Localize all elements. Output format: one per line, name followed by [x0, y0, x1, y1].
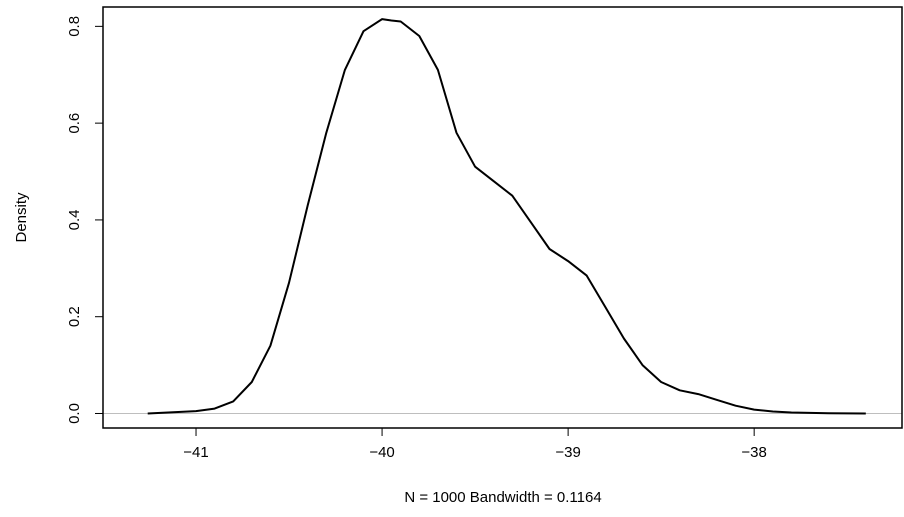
x-tick-label: −40 — [369, 444, 394, 461]
y-tick-label: 0.8 — [66, 16, 83, 37]
y-tick-label: 0.6 — [66, 113, 83, 134]
x-axis-title: N = 1000 Bandwidth = 0.1164 — [404, 489, 601, 506]
y-tick-label: 0.4 — [66, 209, 83, 230]
y-axis: 0.0 0.2 0.4 0.6 0.8 — [66, 16, 104, 424]
x-tick-label: −41 — [183, 444, 208, 461]
y-tick-label: 0.2 — [66, 306, 83, 327]
x-tick-label: −39 — [555, 444, 580, 461]
x-tick-label: −38 — [741, 444, 766, 461]
x-axis: −41 −40 −39 −38 — [183, 427, 767, 461]
y-tick-label: 0.0 — [66, 403, 83, 424]
density-curve — [147, 18, 866, 415]
y-axis-title: Density — [13, 192, 30, 243]
plot-frame — [102, 6, 903, 429]
